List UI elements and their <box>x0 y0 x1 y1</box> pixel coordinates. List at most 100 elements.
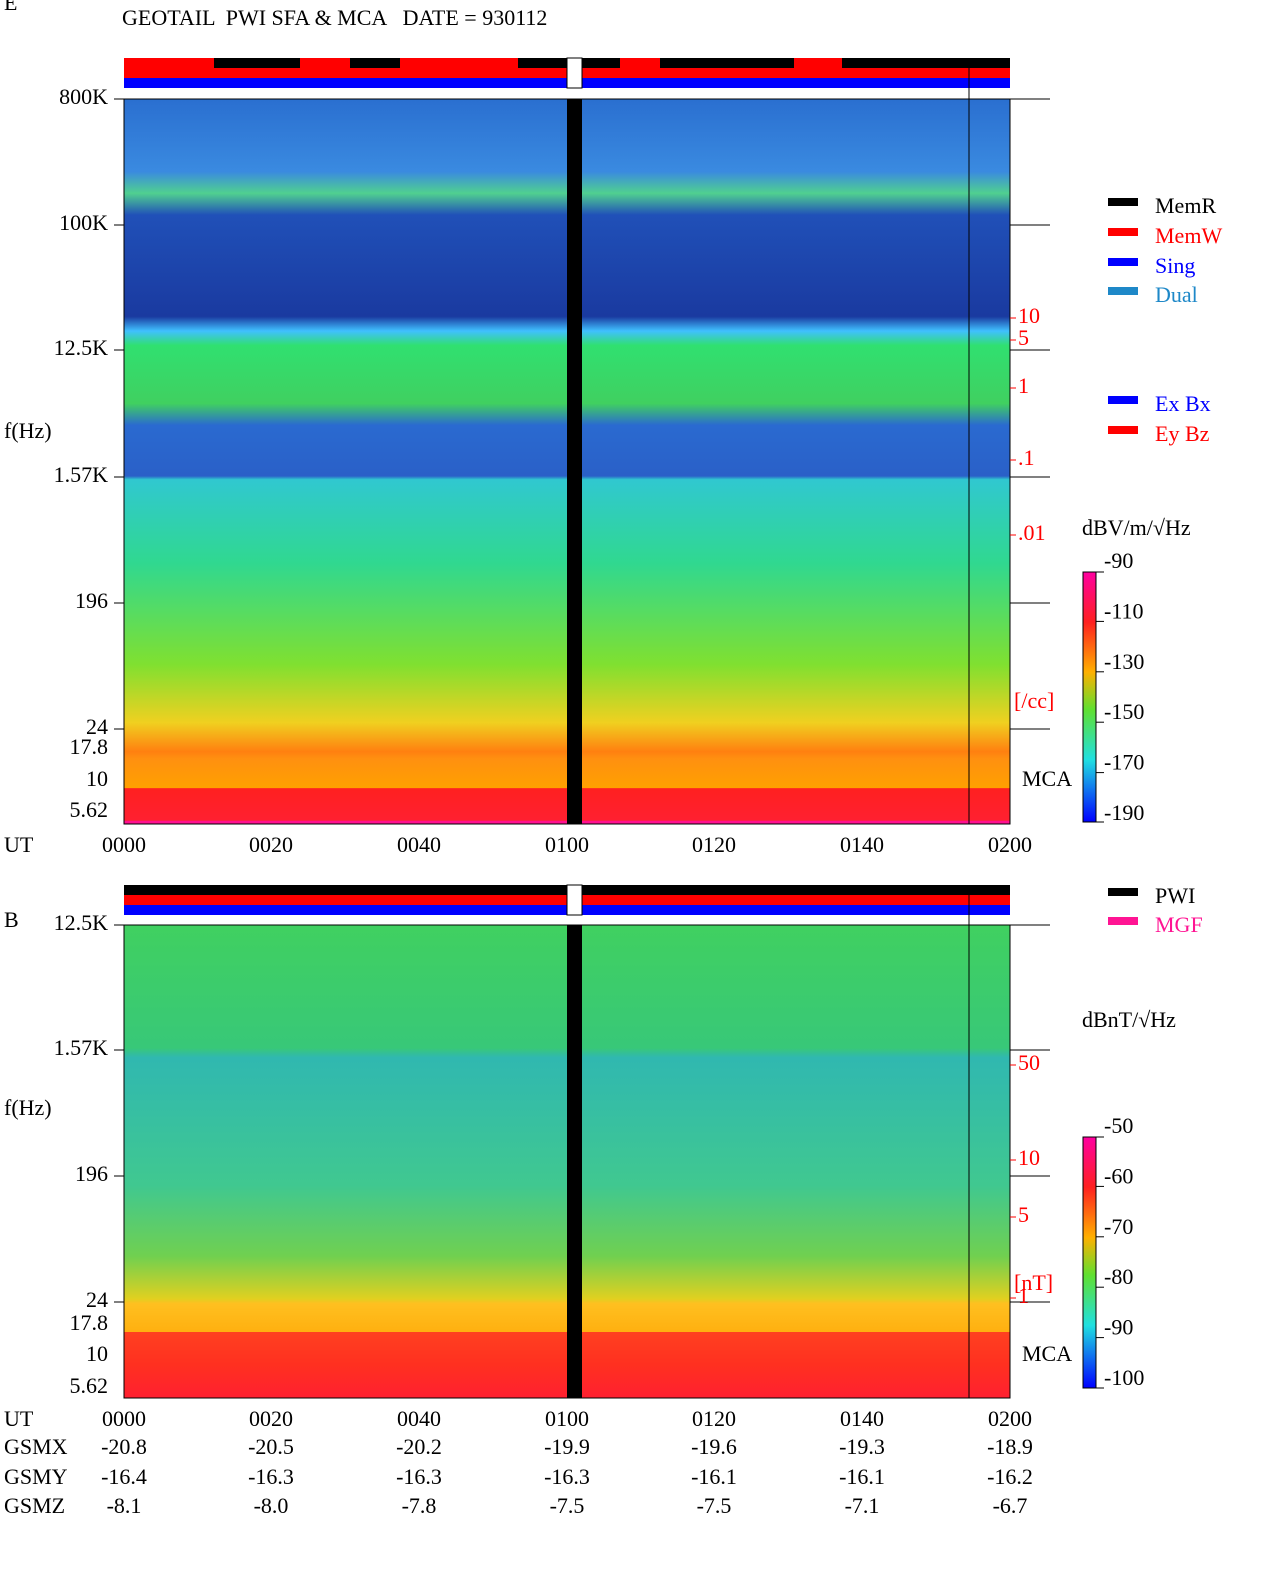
orbit-value: -8.1 <box>107 1493 142 1518</box>
x-axis-label: UT <box>4 832 34 857</box>
data-gap <box>567 58 970 1398</box>
y-tick-label: 24 <box>86 1287 108 1312</box>
orbit-value: -20.8 <box>101 1434 147 1459</box>
orbit-label: GSMZ <box>4 1493 65 1518</box>
orbit-value: -16.3 <box>248 1464 294 1489</box>
orbit-value: -16.4 <box>101 1464 147 1489</box>
y-tick-label: 1.57K <box>54 1035 109 1060</box>
legend-swatch <box>1108 917 1138 925</box>
legend-label: Ey Bz <box>1155 421 1210 446</box>
colorbar-tick-label: -190 <box>1104 800 1144 825</box>
right-unit: [nT] <box>1014 1270 1053 1295</box>
colorbar-tick-label: -90 <box>1104 1315 1133 1340</box>
orbit-value: -8.0 <box>254 1493 289 1518</box>
right-tick-label: 5 <box>1018 325 1029 350</box>
orbit-value: -6.7 <box>993 1493 1028 1518</box>
colorbar-unit: dBnT/√Hz <box>1082 1007 1176 1032</box>
y-tick-label: 5.62 <box>70 797 109 822</box>
colorbar-tick-label: -170 <box>1104 750 1144 775</box>
legend-label: MemW <box>1155 223 1222 248</box>
panel-label: E <box>4 0 17 15</box>
orbit-value: -7.8 <box>402 1493 437 1518</box>
x-tick-label: 0040 <box>397 1406 441 1431</box>
y-tick-label: 800K <box>59 84 108 109</box>
orbit-value: -16.2 <box>987 1464 1033 1489</box>
x-tick-label: 0100 <box>545 832 589 857</box>
orbit-value: -20.2 <box>396 1434 442 1459</box>
x-tick-label: 0100 <box>545 1406 589 1431</box>
x-tick-label: 0120 <box>692 1406 736 1431</box>
x-tick-label: 0000 <box>102 1406 146 1431</box>
legend-swatch <box>1108 396 1138 404</box>
legend-swatch <box>1108 287 1138 295</box>
frames <box>123 98 1097 1399</box>
colorbar-tick-label: -130 <box>1104 649 1144 674</box>
legend-swatch <box>1108 258 1138 266</box>
header-bars-b <box>124 884 1010 916</box>
x-tick-label: 0040 <box>397 832 441 857</box>
y-tick-label: 17.8 <box>70 1310 109 1335</box>
x-tick-label: 0140 <box>840 832 884 857</box>
colorbar-tick-label: -110 <box>1104 598 1144 623</box>
legend-label: MGF <box>1155 912 1203 937</box>
orbit-value: -19.6 <box>691 1434 737 1459</box>
legend-swatch <box>1108 426 1138 434</box>
orbit-value: -16.3 <box>396 1464 442 1489</box>
x-tick-label: 0140 <box>840 1406 884 1431</box>
colorbar-tick-label: -50 <box>1104 1113 1133 1138</box>
orbit-value: -16.1 <box>691 1464 737 1489</box>
y-tick-label: 12.5K <box>54 335 109 360</box>
x-tick-label: 0020 <box>249 1406 293 1431</box>
mca-label: MCA <box>1022 766 1072 791</box>
right-tick-label: 50 <box>1018 1050 1040 1075</box>
orbit-value: -19.3 <box>839 1434 885 1459</box>
x-axis-label: UT <box>4 1406 34 1431</box>
orbit-label: GSMY <box>4 1464 68 1489</box>
y-tick-label: 1.57K <box>54 462 109 487</box>
legend-label: PWI <box>1155 883 1195 908</box>
right-tick-label: 5 <box>1018 1202 1029 1227</box>
colorbar-tick-label: -90 <box>1104 548 1133 573</box>
mca-label: MCA <box>1022 1341 1072 1366</box>
colorbar-tick-label: -70 <box>1104 1214 1133 1239</box>
title: GEOTAIL PWI SFA & MCA DATE = 930112 <box>122 5 547 30</box>
legend-label: MemR <box>1155 193 1216 218</box>
colorbar-tick-label: -60 <box>1104 1163 1133 1188</box>
orbit-value: -19.9 <box>544 1434 590 1459</box>
orbit-value: -16.1 <box>839 1464 885 1489</box>
legend-swatch <box>1108 228 1138 236</box>
y-axis-label: f(Hz) <box>4 418 52 443</box>
right-tick-label: 10 <box>1018 1145 1040 1170</box>
orbit-label: GSMX <box>4 1434 68 1459</box>
orbit-value: -7.1 <box>845 1493 880 1518</box>
orbit-value: -16.3 <box>544 1464 590 1489</box>
x-tick-label: 0000 <box>102 832 146 857</box>
x-tick-label: 0200 <box>988 832 1032 857</box>
legend-label: Sing <box>1155 253 1195 278</box>
x-tick-label: 0120 <box>692 832 736 857</box>
right-unit: [/cc] <box>1014 688 1054 713</box>
y-tick-label: 10 <box>86 1341 108 1366</box>
header-bars-e <box>124 57 1010 89</box>
right-tick-label: 1 <box>1018 373 1029 398</box>
panel-label: B <box>4 907 19 932</box>
x-tick-label: 0020 <box>249 832 293 857</box>
orbit-value: -7.5 <box>697 1493 732 1518</box>
colorbar-tick-label: -80 <box>1104 1264 1133 1289</box>
y-tick-label: 196 <box>75 1161 108 1186</box>
y-tick-label: 24 <box>86 714 108 739</box>
right-tick-label: 1 <box>1018 1283 1029 1308</box>
x-tick-label: 0200 <box>988 1406 1032 1431</box>
y-tick-label: 100K <box>59 210 108 235</box>
legend-label: Dual <box>1155 282 1198 307</box>
right-tick-label: .01 <box>1018 520 1046 545</box>
colorbar-unit: dBV/m/√Hz <box>1082 515 1191 540</box>
y-tick-label: 10 <box>86 766 108 791</box>
colorbar-tick-label: -150 <box>1104 699 1144 724</box>
orbit-value: -18.9 <box>987 1434 1033 1459</box>
orbit-value: -7.5 <box>550 1493 585 1518</box>
colorbar-tick-label: -100 <box>1104 1365 1144 1390</box>
y-tick-label: 17.8 <box>70 734 109 759</box>
y-axis-label: f(Hz) <box>4 1095 52 1120</box>
